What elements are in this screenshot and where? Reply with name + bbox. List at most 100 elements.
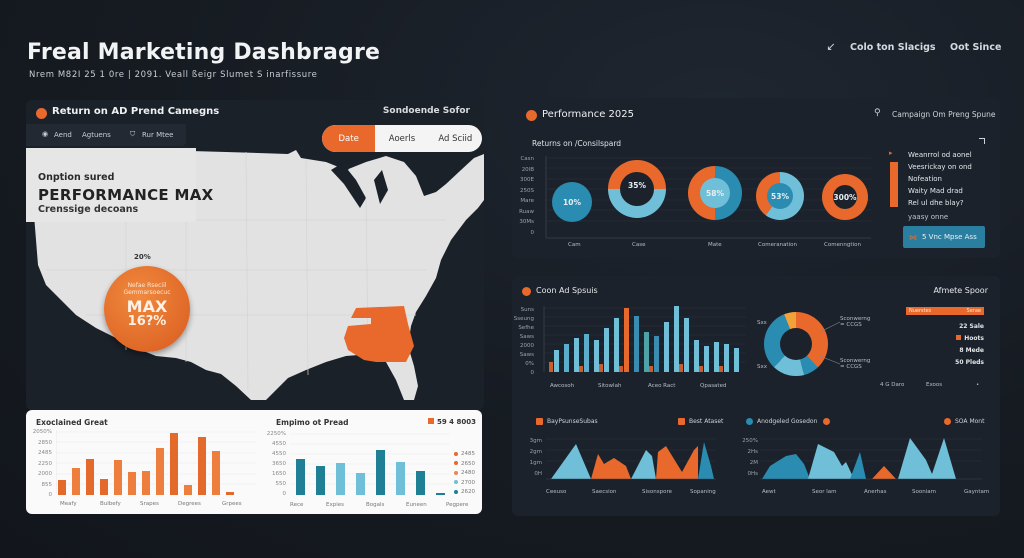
- bar-chart-left-plot: [56, 430, 256, 495]
- area-left-legend-1[interactable]: BayPsunseSubas: [536, 418, 598, 425]
- ytick: 2250: [38, 460, 52, 467]
- footer-item: •: [976, 382, 980, 388]
- callout-sub: = CCGS: [840, 322, 862, 328]
- ytick: 550: [275, 481, 287, 487]
- highlight-bar-right: Serae: [966, 308, 981, 314]
- donut-hole: [767, 183, 793, 209]
- campaign-search-label[interactable]: Campaign Om Preng Spune: [892, 110, 996, 119]
- xtick: Bulbefy: [100, 501, 121, 507]
- ytick: 1gm: [529, 460, 542, 466]
- legend-item[interactable]: 2620: [454, 488, 475, 498]
- shield-icon: ⛉: [130, 130, 136, 138]
- ytick: 2M: [749, 460, 758, 466]
- area-right-legend-1[interactable]: Anodgeled Gosedon: [746, 418, 834, 425]
- top-nav-item-1[interactable]: Colo ton Slacigs: [850, 42, 936, 53]
- donut-callout: Sconwerng = CCGS: [840, 358, 870, 370]
- page-subtitle: Nrem M82I 25 1 0re | 2091. Veall ßeigr S…: [29, 70, 318, 80]
- legend-swatch-icon: [454, 480, 458, 484]
- area-chart-right: [760, 438, 982, 480]
- xtick: Comenngtion: [824, 242, 861, 248]
- ytick: 20lB: [521, 166, 534, 173]
- segment-date[interactable]: Date: [322, 125, 376, 152]
- legend-swatch-icon: [944, 418, 951, 425]
- legend-label: Anodgeled Gosedon: [757, 418, 818, 425]
- donut-callout: Sconwerng = CCGS: [840, 316, 870, 328]
- bar-chart-right-badge: 59 4 8003: [428, 418, 476, 426]
- donut-label: Sxs: [757, 320, 767, 326]
- play-arrow-icon: ▸: [889, 149, 893, 157]
- donut-4-label: 53%: [771, 191, 789, 201]
- subnav-item-3[interactable]: Rur Mtee: [142, 131, 174, 139]
- highlight-bar[interactable]: Nuerstes Serae: [906, 307, 984, 315]
- map-panel: Return on AD Prend Camegns Sondoende Sof…: [26, 100, 484, 410]
- ytick: Casn: [520, 156, 534, 162]
- donut-chart-4[interactable]: 53%: [756, 172, 804, 220]
- spend-right-title: Afmete Spoor: [933, 286, 988, 295]
- donut-chart-5[interactable]: 300%: [822, 174, 868, 220]
- donut-hole: [700, 178, 730, 208]
- area-left-legend-2[interactable]: Best Ataset: [678, 418, 723, 425]
- legend-label: 2650: [461, 460, 475, 467]
- donut-chart-1[interactable]: 10%: [552, 182, 592, 222]
- spend-panel: Coon Ad Spsuis Afmete Spoor Suns Sseung …: [512, 276, 1000, 516]
- stat-marker-icon: [956, 335, 962, 340]
- subnav-item-2[interactable]: Agtuens: [82, 131, 111, 139]
- map-subnav: ◉ Aend Agtuens ⛉ Rur Mtee: [26, 124, 186, 146]
- perf-kicker: Onption sured: [38, 172, 115, 183]
- footer-item: Exoos: [926, 382, 943, 388]
- bar-chart-left-yaxis: 2050% 2850 2485 2250 2000 855 0: [30, 429, 52, 503]
- segment-ad-spend[interactable]: Ad Sciid: [438, 133, 473, 144]
- page-title: Freal Marketing Dashbragre: [27, 40, 381, 65]
- legend-label: BayPsunseSubas: [547, 418, 598, 425]
- stat-text: Hoots: [964, 335, 984, 342]
- note-item: Weanrrol od aonel: [908, 151, 972, 159]
- ytick: 2250%: [266, 431, 286, 437]
- arrow-down-left-icon[interactable]: ↙: [826, 40, 836, 53]
- badge-swatch-icon: [428, 418, 434, 424]
- ytick: Saws: [519, 334, 534, 340]
- ytick: 0: [530, 229, 535, 236]
- donut-chart-3[interactable]: 58%: [688, 166, 742, 220]
- donut-chart-2[interactable]: 35%: [608, 160, 666, 218]
- ytick: 0Hs: [747, 471, 758, 477]
- stat-item: 8 Mede: [959, 347, 984, 354]
- legend-item[interactable]: 2485: [454, 450, 475, 460]
- subnav-item-1[interactable]: Aend: [54, 131, 72, 139]
- area-right-legend-2[interactable]: SOA Mont: [944, 418, 984, 425]
- xtick: Aewt: [762, 489, 776, 495]
- performance-bubble[interactable]: Nefae Rseciil Gemmarsoecuc MAX 16?%: [104, 266, 190, 352]
- spend-donut-chart[interactable]: [764, 312, 828, 376]
- cta-button[interactable]: ⋈ 5 Vnc Mpse Ass: [903, 226, 985, 248]
- map-panel-right-label[interactable]: Sondoende Sofor: [382, 106, 470, 116]
- spend-yaxis: Suns Sseung Sefhe Saws 2000 Saws 0% 0: [512, 307, 534, 379]
- legend-label: SOA Mont: [955, 418, 985, 425]
- legend-item[interactable]: 2480: [454, 469, 475, 479]
- top-nav-item-2[interactable]: Oot Since: [950, 42, 1002, 53]
- legend-label: 2480: [461, 470, 475, 476]
- search-icon[interactable]: ⚲: [874, 108, 881, 118]
- returns-yaxis: Casn 20lB 300E 250S Mare Ruaw 30Ms 0: [512, 156, 534, 240]
- ytick: Ruaw: [519, 208, 534, 215]
- xtick: Grpees: [222, 501, 242, 507]
- segment-alerts[interactable]: Aoerls: [388, 133, 416, 144]
- legend-item[interactable]: 2650: [454, 460, 475, 470]
- corner-bracket-icon: [979, 138, 985, 144]
- area-chart-left: [546, 438, 716, 480]
- map-panel-title: Return on AD Prend Camegns: [52, 106, 220, 117]
- donut-5-label: 300%: [833, 192, 857, 202]
- globe-icon: ◉: [42, 130, 49, 138]
- legend-swatch-icon: [536, 418, 543, 425]
- ytick: 2Hs: [747, 449, 758, 455]
- bar-chart-right-title: Empimo ot Pread: [276, 418, 349, 427]
- ytick: 30Ms: [519, 219, 534, 225]
- legend-item[interactable]: 2700: [454, 479, 475, 489]
- xtick: Sopaning: [690, 489, 716, 495]
- legend-swatch-icon: [454, 451, 458, 456]
- ytick: Sefhe: [518, 325, 534, 331]
- cta-label: 5 Vnc Mpse Ass: [922, 233, 977, 241]
- ytick: 855: [41, 481, 53, 488]
- ytick: 2000: [520, 343, 534, 349]
- xtick: Awcosoh: [550, 383, 575, 389]
- ytick: Suns: [520, 307, 534, 313]
- xtick: Anerhas: [864, 489, 887, 495]
